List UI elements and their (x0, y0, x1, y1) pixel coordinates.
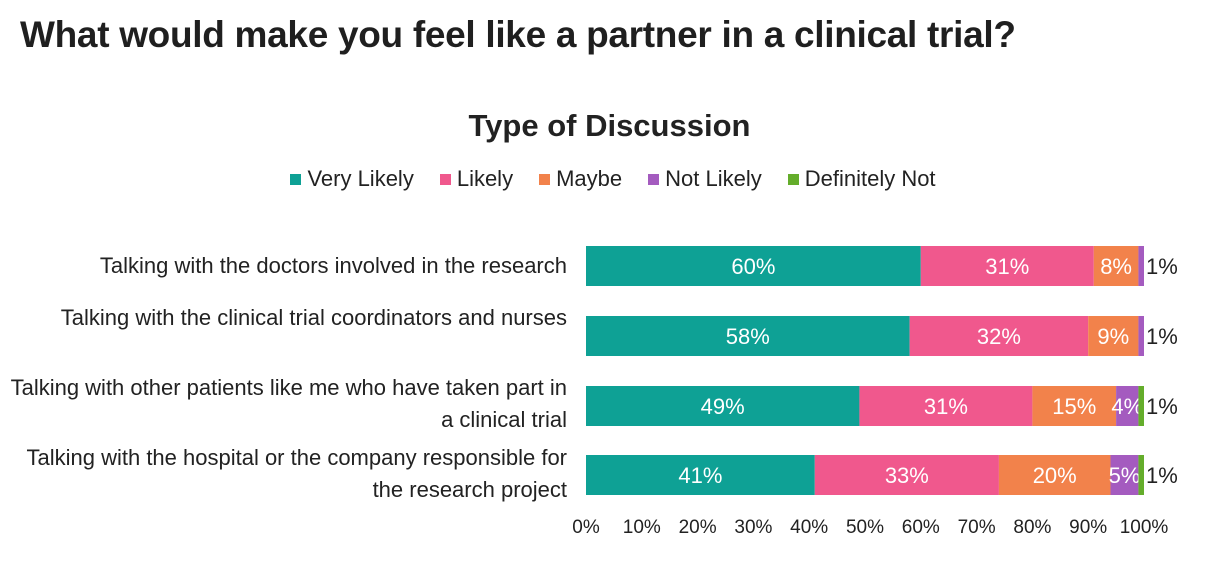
data-label-maybe-2: 15% (1052, 394, 1096, 419)
category-label-coordinators: Talking with the clinical trial coordina… (60, 305, 567, 330)
data-label-not-likely-3: 5% (1109, 463, 1141, 488)
bar-definitely-not-3 (1138, 455, 1144, 495)
bar-likely-1 (909, 316, 1089, 356)
x-tick-label-5: 50% (846, 517, 884, 538)
end-label-3: 1% (1146, 463, 1178, 488)
data-label-maybe-0: 8% (1100, 254, 1132, 279)
bar-very-likely-1 (586, 316, 910, 356)
bar-very-likely-3 (586, 455, 815, 495)
legend-swatch-definitely-not (787, 173, 799, 185)
legend-swatch-likely (439, 173, 451, 185)
legend-item-not-likely: Not Likely (648, 166, 762, 192)
legend-item-very-likely: Very Likely (290, 166, 414, 192)
data-label-very-likely-3: 41% (678, 463, 722, 488)
legend-label-very-likely: Very Likely (307, 166, 414, 191)
x-tick-label-1: 10% (623, 517, 661, 538)
x-tick-label-2: 20% (679, 517, 717, 538)
bar-likely-0 (920, 246, 1094, 286)
data-label-very-likely-2: 49% (701, 394, 745, 419)
bar-likely-2 (859, 386, 1033, 426)
chart-title: Type of Discussion (468, 108, 751, 143)
data-label-likely-0: 31% (985, 254, 1029, 279)
bar-maybe-2 (1032, 386, 1117, 426)
x-tick-label-4: 40% (790, 517, 828, 538)
x-tick-label-6: 60% (902, 517, 940, 538)
x-tick-label-10: 100% (1120, 517, 1169, 538)
end-label-0: 1% (1146, 254, 1178, 279)
legend-label-maybe: Maybe (556, 166, 623, 191)
legend-label-definitely-not: Definitely Not (804, 166, 936, 191)
data-label-very-likely-1: 58% (726, 324, 770, 349)
x-tick-label-7: 70% (958, 517, 996, 538)
x-tick-label-3: 30% (734, 517, 772, 538)
legend-item-definitely-not: Definitely Not (787, 166, 936, 192)
data-label-likely-3: 33% (885, 463, 929, 488)
page-title: What would make you feel like a partner … (20, 14, 1016, 55)
x-tick-label-0: 0% (572, 517, 600, 538)
bar-not-likely-1 (1138, 316, 1144, 356)
x-tick-label-9: 90% (1069, 517, 1107, 538)
bar-maybe-3 (998, 455, 1111, 495)
bar-maybe-0 (1093, 246, 1139, 286)
legend-item-maybe: Maybe (539, 166, 622, 192)
bar-definitely-not-2 (1138, 386, 1144, 426)
category-label-doctors: Talking with the doctors involved in the… (99, 253, 567, 278)
bar-very-likely-0 (586, 246, 921, 286)
category-label-patients: Talking with other patients like me who … (10, 375, 567, 432)
end-label-2: 1% (1146, 394, 1178, 419)
legend-label-likely: Likely (456, 166, 514, 191)
bar-likely-3 (814, 455, 999, 495)
legend-swatch-not-likely (648, 173, 660, 185)
legend-item-likely: Likely (439, 166, 514, 192)
x-tick-label-8: 80% (1013, 517, 1051, 538)
bar-not-likely-3 (1110, 455, 1139, 495)
legend-swatch-very-likely (290, 173, 302, 185)
bar-very-likely-2 (586, 386, 860, 426)
data-label-likely-2: 31% (924, 394, 968, 419)
data-label-maybe-1: 9% (1097, 324, 1129, 349)
bar-not-likely-2 (1116, 386, 1139, 426)
end-label-1: 1% (1146, 324, 1178, 349)
data-label-not-likely-2: 4% (1111, 394, 1143, 419)
legend-label-not-likely: Not Likely (665, 166, 762, 191)
data-label-very-likely-0: 60% (731, 254, 775, 279)
category-label-hospital: Talking with the hospital or the company… (26, 445, 567, 502)
legend-swatch-maybe (539, 173, 551, 185)
bar-not-likely-0 (1138, 246, 1144, 286)
data-label-likely-1: 32% (977, 324, 1021, 349)
chart-legend: Very Likely Likely Maybe Not Likely Defi… (0, 166, 1226, 192)
bar-maybe-1 (1088, 316, 1139, 356)
data-label-maybe-3: 20% (1033, 463, 1077, 488)
